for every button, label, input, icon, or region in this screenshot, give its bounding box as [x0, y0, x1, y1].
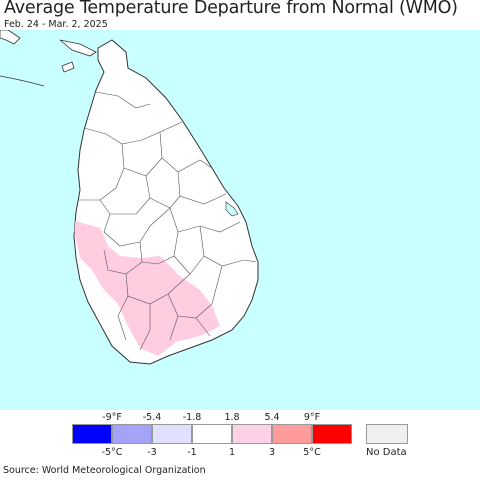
legend-c-tick: -1 — [187, 447, 197, 458]
legend-f-tick: -5.4 — [142, 412, 162, 423]
legend-c-tick: 1 — [228, 447, 236, 458]
legend-c-tick: -3 — [147, 447, 157, 458]
legend-f-tick: 5.4 — [264, 412, 280, 423]
island-body — [59, 39, 259, 365]
east-coast-lagoon — [225, 201, 239, 217]
legend-swatch — [192, 424, 232, 444]
legend-swatch — [72, 424, 112, 444]
adams-bridge — [0, 75, 45, 87]
map-title: Average Temperature Departure from Norma… — [4, 0, 458, 18]
legend-f-tick: -1.8 — [182, 412, 202, 423]
legend-f-tick: 9°F — [303, 412, 321, 423]
legend-swatch — [232, 424, 272, 444]
warm-anomaly-area — [74, 220, 220, 356]
legend-c-tick: 5°C — [303, 447, 321, 458]
legend-c-tick: -5°C — [101, 447, 123, 458]
color-legend: -9°F -5.4 -1.8 1.8 5.4 9°F -5°C -3 -1 1 … — [0, 408, 480, 463]
source-credit: Source: World Meteorological Organizatio… — [3, 465, 206, 476]
nodata-label: No Data — [366, 447, 407, 458]
district-boundaries — [78, 91, 257, 351]
map-area — [0, 30, 480, 410]
sri-lanka-map — [0, 30, 259, 365]
legend-f-tick: 1.8 — [224, 412, 240, 423]
legend-c-tick: 3 — [268, 447, 276, 458]
map-date-range: Feb. 24 - Mar. 2, 2025 — [4, 19, 108, 30]
nodata-swatch — [366, 424, 408, 444]
legend-swatch — [152, 424, 192, 444]
india-coastline — [0, 30, 21, 45]
north-lagoon — [59, 39, 97, 57]
legend-swatch — [312, 424, 352, 444]
mannar-island — [61, 61, 75, 73]
legend-swatch — [112, 424, 152, 444]
legend-f-tick: -9°F — [102, 412, 122, 423]
legend-swatch — [272, 424, 312, 444]
